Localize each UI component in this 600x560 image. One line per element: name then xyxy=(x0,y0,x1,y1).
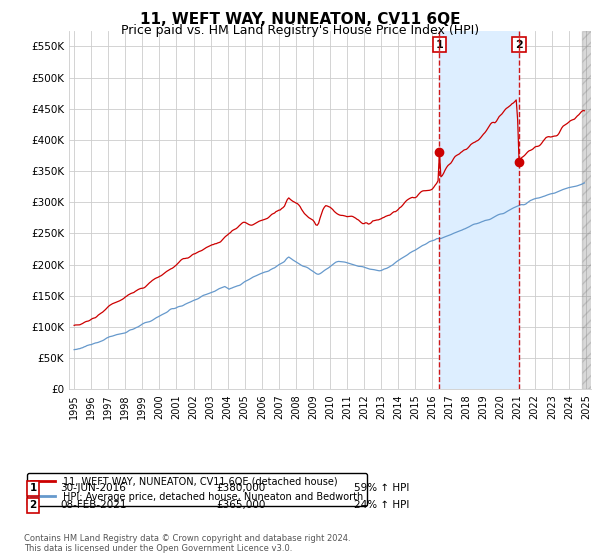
Text: 2: 2 xyxy=(515,40,523,49)
Text: £365,000: £365,000 xyxy=(216,500,265,510)
Text: 59% ↑ HPI: 59% ↑ HPI xyxy=(354,483,409,493)
Text: Contains HM Land Registry data © Crown copyright and database right 2024.
This d: Contains HM Land Registry data © Crown c… xyxy=(24,534,350,553)
Text: 1: 1 xyxy=(29,483,37,493)
Text: £380,000: £380,000 xyxy=(216,483,265,493)
Text: 30-JUN-2016: 30-JUN-2016 xyxy=(60,483,126,493)
Bar xyxy=(439,31,519,389)
Text: 11, WEFT WAY, NUNEATON, CV11 6QE: 11, WEFT WAY, NUNEATON, CV11 6QE xyxy=(140,12,460,27)
Text: 1: 1 xyxy=(436,40,443,49)
Bar xyxy=(581,31,595,389)
Text: 08-FEB-2021: 08-FEB-2021 xyxy=(60,500,127,510)
Text: 2: 2 xyxy=(29,500,37,510)
Text: 24% ↑ HPI: 24% ↑ HPI xyxy=(354,500,409,510)
Legend: 11, WEFT WAY, NUNEATON, CV11 6QE (detached house), HPI: Average price, detached : 11, WEFT WAY, NUNEATON, CV11 6QE (detach… xyxy=(27,473,367,506)
Text: Price paid vs. HM Land Registry's House Price Index (HPI): Price paid vs. HM Land Registry's House … xyxy=(121,24,479,36)
